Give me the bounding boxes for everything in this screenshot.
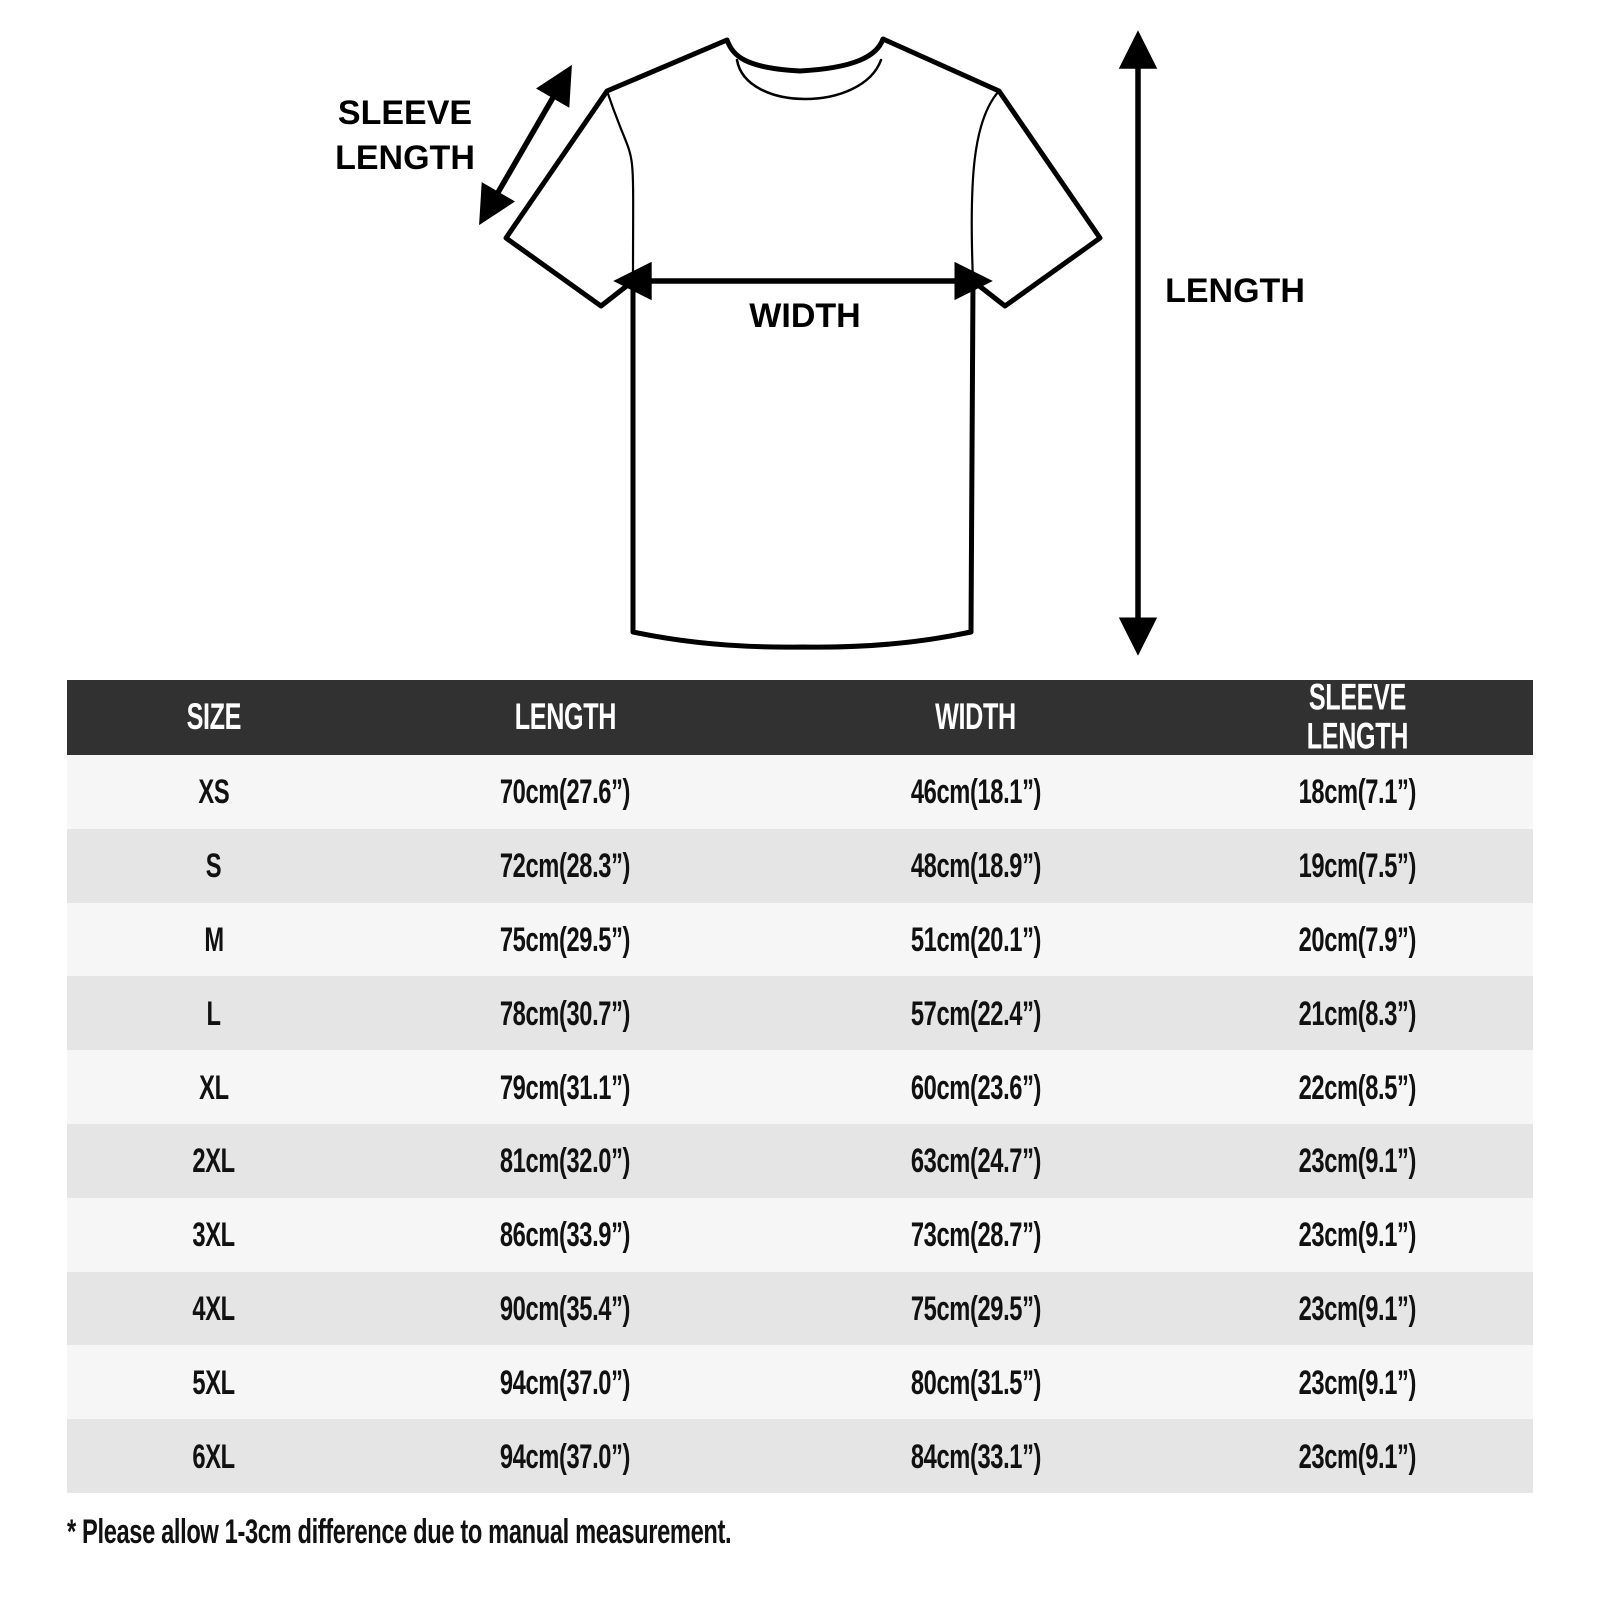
svg-text:LENGTH: LENGTH — [1165, 272, 1305, 310]
svg-text:SLEEVE: SLEEVE — [338, 94, 472, 132]
svg-text:LENGTH: LENGTH — [335, 139, 475, 177]
svg-text:WIDTH: WIDTH — [749, 297, 860, 335]
